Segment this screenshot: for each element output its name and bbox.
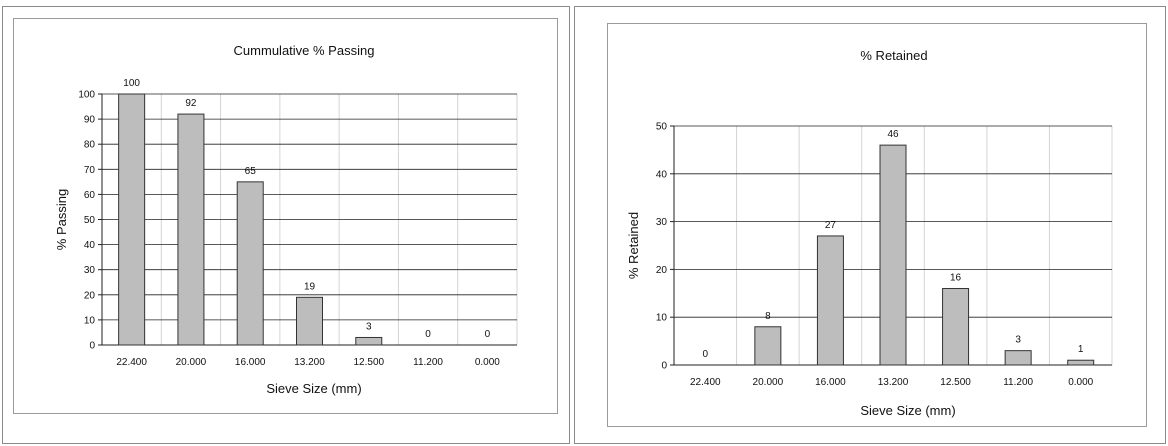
data-label: 0 [425, 329, 431, 340]
data-label: 8 [765, 311, 771, 322]
chart-title: Cummulative % Passing [234, 43, 375, 58]
bar [879, 144, 907, 366]
data-label: 3 [1015, 335, 1021, 346]
x-tick-label: 13.200 [294, 357, 325, 368]
x-tick-label: 16.000 [815, 377, 846, 388]
y-axis-title: % Passing [54, 189, 69, 250]
percent-retained-chart-area: 0 10 20 30 40 50 0 22.400 8 20.000 27 16.000 46 13.20… [607, 23, 1147, 427]
x-tick-label: 13.200 [878, 377, 909, 388]
x-tick-label: 11.200 [1003, 377, 1033, 388]
y-tick-label: 20 [656, 265, 668, 276]
cumulative-passing-chart: 010203040506070809010010022.4009220.0006… [54, 43, 518, 396]
cumulative-passing-chart-area: 0 10 20 30 40 50 60 70 80 90 100 100 22.400 92 20.000 6… [13, 18, 558, 414]
y-tick-label: 20 [84, 290, 96, 301]
x-tick-label: 11.200 [413, 357, 443, 368]
x-tick-label: 12.500 [940, 377, 971, 388]
x-tick-label: 20.000 [753, 377, 784, 388]
bar [942, 288, 970, 366]
y-tick-label: 10 [84, 315, 96, 326]
bar [355, 336, 383, 346]
percent-retained-chart: 0 10 20 30 40 50 0 22.400 8 20.000 27 16.000 46 13.20… [626, 48, 1113, 418]
data-label: 65 [245, 166, 257, 177]
data-label: 46 [887, 129, 899, 140]
data-label: 3 [366, 321, 372, 332]
data-label: 16 [950, 273, 962, 284]
y-tick-label: 30 [656, 217, 668, 228]
y-tick-label: 80 [84, 140, 96, 151]
chart-title: % Retained [860, 48, 927, 63]
x-tick-label: 0.000 [1068, 377, 1093, 388]
x-tick-label: 16.000 [235, 357, 266, 368]
data-label: 0 [703, 349, 709, 360]
x-axis-title: Sieve Size (mm) [860, 403, 955, 418]
right-chart-panel: 0 10 20 30 40 50 0 22.400 8 20.000 27 16.000 46 13.20… [574, 6, 1166, 444]
bar [1067, 359, 1095, 366]
bar [177, 113, 205, 346]
bar [296, 296, 323, 346]
bar [1004, 350, 1032, 366]
x-axis-title: Sieve Size (mm) [266, 381, 361, 396]
data-label: 92 [185, 98, 197, 109]
bar [754, 326, 782, 366]
bar [816, 235, 844, 366]
y-tick-label: 50 [656, 122, 668, 133]
y-tick-label: 50 [84, 215, 96, 226]
data-label: 100 [123, 78, 140, 89]
y-tick-label: 40 [656, 169, 668, 180]
y-tick-label: 90 [84, 115, 96, 126]
bar [236, 181, 264, 346]
bar [118, 93, 146, 346]
data-label: 1 [1078, 344, 1084, 355]
left-chart-panel: 0 10 20 30 40 50 60 70 80 90 100 100 22.400 92 20.000 6… [2, 6, 570, 444]
x-tick-label: 20.000 [176, 357, 207, 368]
x-tick-label: 12.500 [353, 357, 384, 368]
y-tick-label: 30 [84, 265, 96, 276]
y-axis-title: % Retained [626, 212, 641, 279]
data-label: 27 [825, 220, 837, 231]
data-label: 19 [304, 281, 316, 292]
y-tick-label: 40 [84, 240, 96, 251]
data-label: 0 [485, 329, 491, 340]
y-tick-label: 10 [656, 313, 668, 324]
y-tick-label: 70 [84, 165, 96, 176]
y-tick-label: 0 [89, 341, 95, 352]
x-tick-label: 0.000 [475, 357, 500, 368]
x-tick-label: 22.400 [116, 357, 147, 368]
x-tick-label: 22.400 [690, 377, 721, 388]
y-tick-label: 0 [661, 361, 667, 372]
y-tick-label: 60 [84, 190, 96, 201]
y-tick-label: 100 [78, 90, 95, 101]
